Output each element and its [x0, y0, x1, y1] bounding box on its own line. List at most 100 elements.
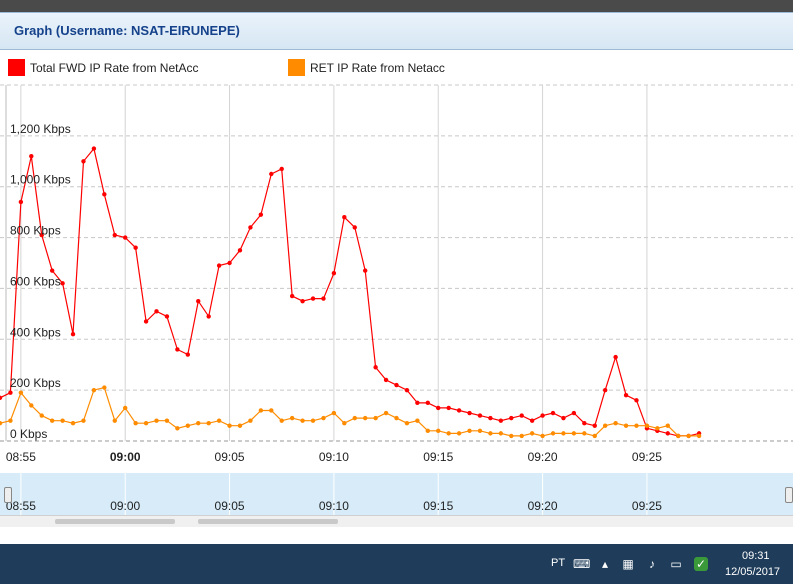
data-point	[592, 423, 597, 428]
data-point	[425, 400, 431, 406]
data-point	[436, 405, 441, 411]
data-point	[571, 410, 577, 416]
data-point	[456, 431, 462, 436]
data-point	[613, 354, 618, 360]
data-point	[60, 418, 65, 423]
data-point	[102, 385, 107, 390]
scrollbar-thumb-secondary[interactable]	[198, 519, 338, 524]
data-point	[269, 408, 274, 413]
chart-axis-labels: 0 Kbps 200 Kbps 400 Kbps 600 Kbps 800 Kbps 1,…	[6, 122, 662, 464]
data-point	[519, 413, 524, 418]
navigator-right-handle[interactable]	[785, 487, 793, 503]
time-navigator[interactable]: 08:55 09:00 09:05 09:10 09:15 09:20 09:25	[0, 473, 793, 515]
data-point	[0, 421, 3, 426]
shield-icon[interactable]: ✓	[694, 557, 708, 571]
data-point	[216, 418, 222, 423]
data-point	[310, 296, 316, 301]
data-point	[289, 415, 295, 421]
navigator-left-handle[interactable]	[4, 487, 12, 503]
clock-date[interactable]: 12/05/2017	[725, 566, 781, 578]
navigator-axis: 08:55 09:00 09:05 09:10 09:15 09:20 09:25	[6, 473, 662, 515]
data-point	[498, 418, 504, 423]
data-point	[102, 192, 107, 197]
data-point	[415, 418, 420, 423]
data-point	[477, 428, 483, 434]
data-point	[70, 421, 76, 426]
data-point	[373, 365, 378, 370]
data-point	[154, 309, 159, 314]
network-icon[interactable]: ▦	[622, 557, 634, 571]
chevron-up-icon[interactable]: ▴	[601, 557, 609, 571]
data-point	[91, 387, 97, 393]
data-point	[623, 423, 629, 428]
data-point	[352, 415, 357, 421]
data-point	[321, 415, 326, 421]
data-point	[582, 421, 587, 426]
data-point	[237, 423, 243, 428]
navigator-tick-label: 09:10	[319, 499, 349, 513]
keyboard-icon[interactable]: ⌨	[573, 557, 591, 571]
data-point	[279, 166, 284, 172]
navigator-tick-label: 09:25	[632, 499, 662, 513]
scrollbar-thumb[interactable]	[55, 519, 175, 524]
data-point	[185, 352, 191, 357]
navigator-tick-label: 08:55	[6, 499, 36, 513]
data-point	[248, 418, 253, 423]
y-tick-label: 200 Kbps	[10, 376, 61, 390]
legend-label-fwd: Total FWD IP Rate from NetAcc	[30, 61, 199, 75]
data-point	[550, 431, 556, 436]
navigator-tick-label: 09:05	[215, 499, 245, 513]
data-point	[175, 426, 180, 431]
data-point	[300, 418, 305, 423]
data-point	[456, 408, 462, 413]
data-point	[519, 433, 524, 439]
language-indicator[interactable]: PT	[551, 557, 566, 569]
data-point	[665, 423, 670, 428]
data-point	[39, 413, 44, 418]
x-tick-label: 09:00	[110, 450, 141, 464]
clock-time[interactable]: 09:31	[742, 550, 770, 562]
data-point	[133, 245, 138, 250]
data-point	[227, 260, 232, 266]
data-point	[446, 431, 451, 436]
data-point	[269, 171, 274, 177]
data-point	[196, 298, 201, 304]
data-point	[592, 433, 597, 439]
data-point	[289, 293, 295, 299]
data-point	[655, 426, 660, 431]
data-point	[112, 232, 117, 238]
data-point	[0, 395, 3, 400]
data-point	[529, 418, 535, 423]
data-point	[258, 408, 264, 413]
data-point	[143, 421, 149, 426]
speaker-icon[interactable]: ♪	[649, 557, 655, 571]
x-tick-label: 08:55	[6, 450, 36, 464]
data-point	[362, 268, 368, 273]
data-point	[321, 296, 326, 301]
data-point	[561, 415, 566, 421]
data-point	[206, 421, 211, 426]
horizontal-scrollbar[interactable]	[0, 515, 793, 527]
data-point	[602, 423, 608, 428]
data-point	[70, 332, 76, 337]
legend-swatch-fwd	[8, 59, 25, 76]
navigator-tick-label: 09:15	[423, 499, 453, 513]
data-point	[39, 232, 44, 238]
data-point	[383, 377, 389, 383]
data-point	[696, 433, 702, 439]
data-point	[279, 418, 284, 423]
data-point	[467, 428, 472, 434]
chart-series	[0, 146, 702, 439]
data-point	[123, 235, 128, 240]
y-tick-label: 1,200 Kbps	[10, 122, 71, 136]
chart-grid	[0, 84, 793, 442]
data-point	[81, 159, 86, 164]
legend-swatch-ret	[288, 59, 305, 76]
data-point	[258, 212, 264, 217]
data-point	[383, 410, 389, 416]
monitor-icon[interactable]: ▭	[670, 557, 682, 571]
data-point	[60, 281, 65, 286]
data-point	[8, 418, 13, 423]
data-point	[540, 433, 545, 439]
windows-taskbar: PT ⌨ ▴ ▦ ♪ ▭ ✓ 09:31 12/05/2017	[0, 544, 793, 584]
